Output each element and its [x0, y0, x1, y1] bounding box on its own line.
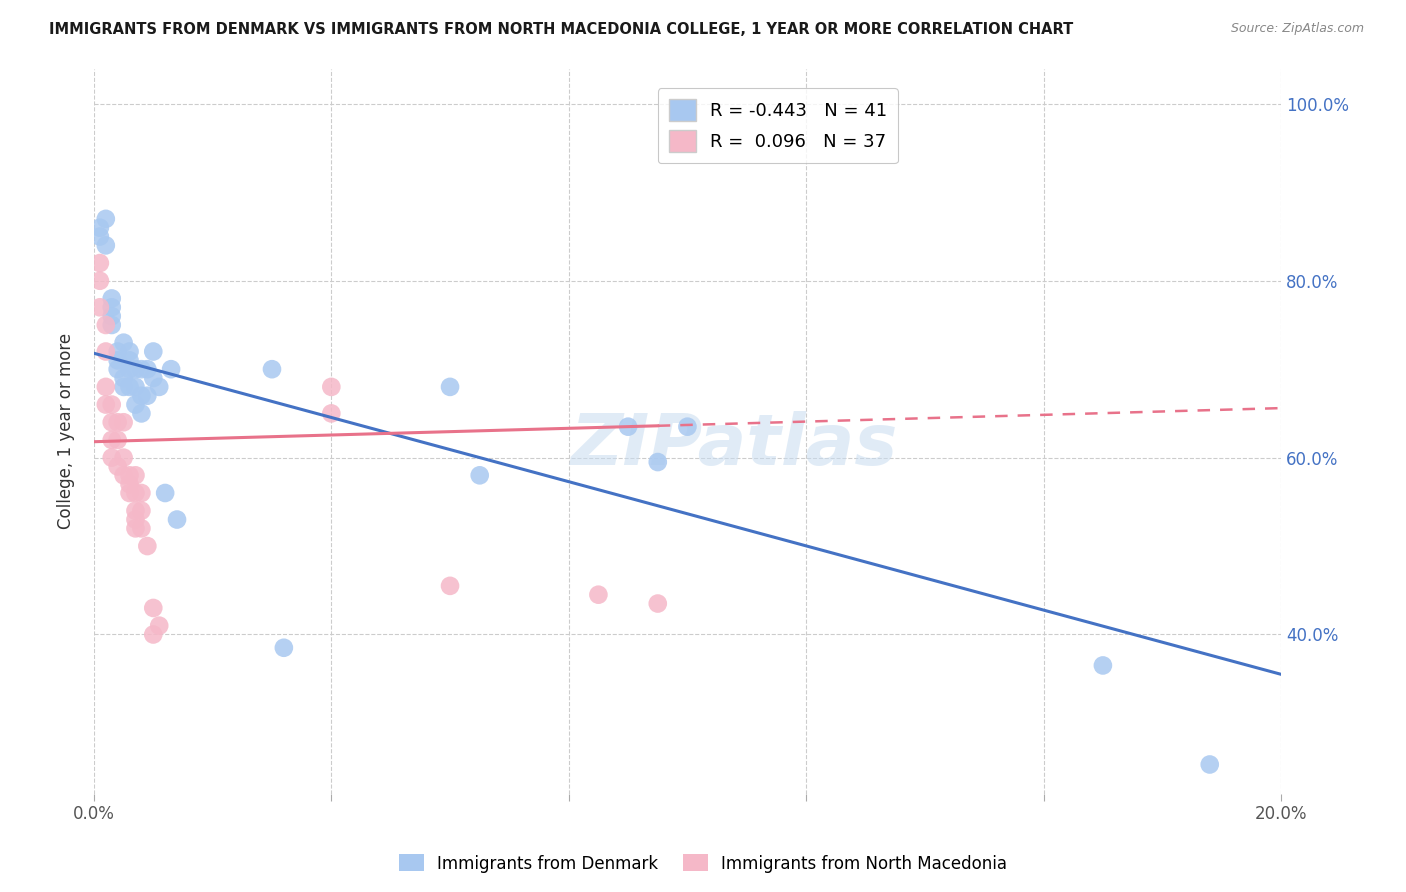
Point: [124, 504, 146, 518]
Point: [118, 380, 141, 394]
Text: ZIPatlas: ZIPatlas: [571, 411, 898, 480]
Point: [1091, 658, 1114, 673]
Point: [107, 344, 129, 359]
Point: [124, 398, 146, 412]
Point: [136, 362, 159, 376]
Text: Source: ZipAtlas.com: Source: ZipAtlas.com: [1230, 22, 1364, 36]
Point: [118, 353, 141, 368]
Point: [321, 380, 343, 394]
Point: [107, 433, 129, 447]
Point: [94, 318, 117, 332]
Point: [160, 362, 183, 376]
Point: [89, 220, 111, 235]
Point: [100, 415, 122, 429]
Point: [112, 468, 135, 483]
Point: [94, 398, 117, 412]
Point: [100, 450, 122, 465]
Point: [131, 486, 153, 500]
Point: [89, 274, 111, 288]
Point: [124, 512, 146, 526]
Point: [131, 521, 153, 535]
Point: [107, 353, 129, 368]
Point: [94, 211, 117, 226]
Point: [100, 433, 122, 447]
Point: [124, 362, 146, 376]
Point: [100, 318, 122, 332]
Point: [94, 238, 117, 252]
Point: [118, 468, 141, 483]
Point: [124, 521, 146, 535]
Point: [112, 415, 135, 429]
Point: [468, 468, 491, 483]
Point: [118, 486, 141, 500]
Point: [94, 344, 117, 359]
Point: [131, 389, 153, 403]
Point: [112, 380, 135, 394]
Point: [142, 344, 165, 359]
Point: [89, 300, 111, 314]
Y-axis label: College, 1 year or more: College, 1 year or more: [58, 333, 75, 529]
Point: [107, 459, 129, 474]
Point: [166, 512, 188, 526]
Legend: Immigrants from Denmark, Immigrants from North Macedonia: Immigrants from Denmark, Immigrants from…: [392, 847, 1014, 880]
Point: [100, 300, 122, 314]
Point: [588, 588, 610, 602]
Point: [260, 362, 283, 376]
Point: [112, 371, 135, 385]
Point: [439, 380, 461, 394]
Point: [107, 415, 129, 429]
Point: [617, 419, 640, 434]
Point: [107, 362, 129, 376]
Point: [124, 486, 146, 500]
Point: [142, 627, 165, 641]
Point: [273, 640, 295, 655]
Point: [131, 406, 153, 420]
Point: [142, 371, 165, 385]
Point: [647, 597, 669, 611]
Point: [439, 579, 461, 593]
Point: [153, 486, 176, 500]
Point: [124, 468, 146, 483]
Text: IMMIGRANTS FROM DENMARK VS IMMIGRANTS FROM NORTH MACEDONIA COLLEGE, 1 YEAR OR MO: IMMIGRANTS FROM DENMARK VS IMMIGRANTS FR…: [49, 22, 1073, 37]
Point: [136, 539, 159, 553]
Point: [124, 380, 146, 394]
Point: [148, 618, 170, 632]
Point: [131, 504, 153, 518]
Point: [89, 256, 111, 270]
Point: [136, 389, 159, 403]
Point: [94, 380, 117, 394]
Legend: R = -0.443   N = 41, R =  0.096   N = 37: R = -0.443 N = 41, R = 0.096 N = 37: [658, 88, 898, 163]
Point: [142, 601, 165, 615]
Point: [118, 362, 141, 376]
Point: [118, 477, 141, 491]
Point: [148, 380, 170, 394]
Point: [676, 419, 699, 434]
Point: [112, 450, 135, 465]
Point: [1198, 757, 1220, 772]
Point: [647, 455, 669, 469]
Point: [100, 309, 122, 323]
Point: [118, 344, 141, 359]
Point: [89, 229, 111, 244]
Point: [131, 362, 153, 376]
Point: [321, 406, 343, 420]
Point: [100, 398, 122, 412]
Point: [100, 292, 122, 306]
Point: [112, 335, 135, 350]
